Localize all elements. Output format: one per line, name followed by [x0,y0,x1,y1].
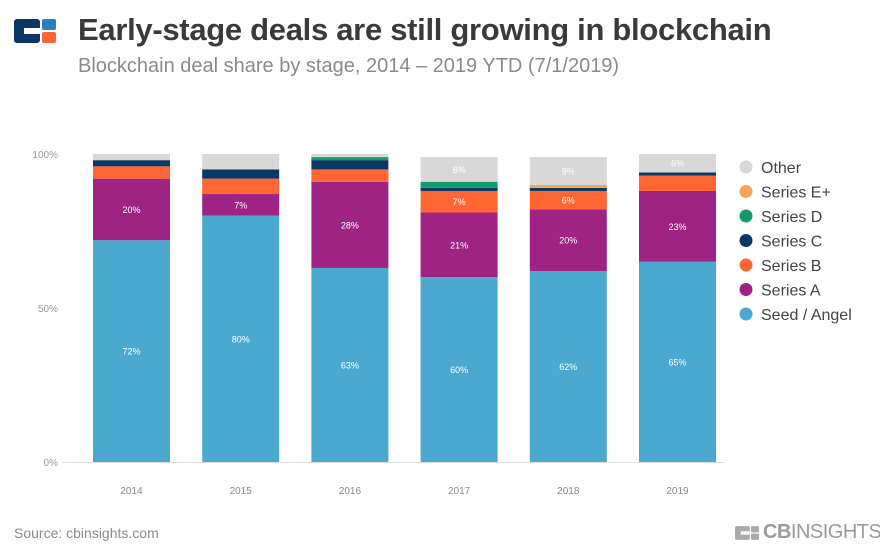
bar-segment-series-b [93,166,170,179]
chart-title: Early-stage deals are still growing in b… [78,12,772,47]
legend-swatch [739,234,753,247]
bar-segment-series-d [311,157,389,161]
bar-segment-series-c [202,169,280,179]
legend-swatch [739,185,753,198]
bar-segment-seed-angel [639,261,716,462]
bar-segment-seed-angel [529,271,607,462]
x-tick-label: 2019 [666,486,689,497]
data-label: 7% [453,197,466,207]
legend-label: Series C [761,234,822,251]
cb-insights-logo [14,19,56,43]
bar-segment-series-a [93,178,170,241]
y-tick-label: 100% [32,150,58,161]
bar-segment-series-e- [529,184,607,188]
source-note: Source: cbinsights.com [14,525,159,541]
y-tick-label: 0% [44,458,59,469]
bar-segment-series-b [311,169,389,182]
bar-segment-other [311,154,389,158]
x-tick-label: 2017 [448,486,471,497]
bar-segment-other [529,157,607,185]
data-label: 9% [562,166,575,176]
data-label: 6% [671,159,684,169]
x-tick-label: 2015 [230,486,253,497]
legend-swatch [739,160,753,174]
bar-segment-series-a [202,194,280,216]
legend-swatch [739,258,753,272]
bar-segment-seed-angel [202,215,280,462]
data-label: 20% [122,205,140,215]
y-tick-label: 50% [38,304,58,315]
bar-segment-series-b [420,190,498,213]
brand-icon [735,525,759,540]
brand-bold: CB [763,521,791,543]
data-label: 60% [450,365,468,375]
legend-label: Series A [761,283,821,300]
data-label: 28% [341,220,359,230]
legend-label: Series B [761,258,821,275]
legend-label: Seed / Angel [761,307,852,324]
x-tick-label: 2018 [557,486,580,497]
bar-segment-series-c [529,187,607,191]
legend-label: Series D [761,209,822,226]
brand-wordmark: CBINSIGHTS [735,521,880,544]
data-label: 62% [559,362,577,372]
bar-segment-other [202,154,280,170]
data-label: 72% [122,347,140,357]
x-tick-label: 2016 [339,486,362,497]
data-label: 23% [668,222,686,232]
bar-segment-series-b [639,175,716,191]
bar-segment-series-a [529,209,607,272]
data-label: 6% [562,196,575,206]
bar-segment-series-b [202,178,280,195]
data-label: 65% [668,357,686,367]
bar-segment-seed-angel [311,267,389,462]
bar-segment-series-c [93,160,170,167]
legend-swatch [739,307,753,321]
bar-segment-seed-angel [420,277,498,462]
legend-label: Series E+ [761,185,831,202]
data-label: 80% [232,334,250,344]
brand-rest: INSIGHTS [790,521,880,543]
legend-swatch [739,209,753,223]
data-label: 63% [341,360,359,370]
chart-subtitle: Blockchain deal share by stage, 2014 – 2… [78,55,620,77]
x-tick-label: 2014 [120,486,143,497]
bar-segment-series-c [639,172,716,176]
bar-segment-seed-angel [93,240,170,462]
bar-segment-series-a [311,181,389,268]
data-label: 20% [559,236,577,246]
bar-segment-other [420,157,498,182]
bar-segment-series-d [420,181,498,188]
data-label: 8% [453,165,466,175]
bar-segment-series-c [311,160,389,170]
data-label: 7% [234,200,247,210]
bar-segment-other [93,154,170,161]
bar-segment-series-a [420,212,498,278]
bar-segment-series-b [529,190,607,210]
bar-segment-other [639,154,716,173]
legend-swatch [739,283,753,296]
bar-segment-series-c [420,187,498,191]
bar-segment-series-a [639,190,716,262]
data-label: 21% [450,240,468,250]
legend-label: Other [761,160,802,177]
